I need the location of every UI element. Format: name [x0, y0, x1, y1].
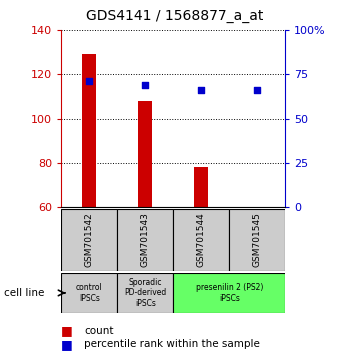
Text: ■: ■	[61, 325, 73, 337]
Text: GDS4141 / 1568877_a_at: GDS4141 / 1568877_a_at	[86, 9, 264, 23]
Text: GSM701544: GSM701544	[197, 212, 206, 267]
Text: Sporadic
PD-derived
iPSCs: Sporadic PD-derived iPSCs	[124, 278, 166, 308]
Point	[86, 79, 92, 84]
Point	[198, 87, 204, 93]
Bar	[229, 209, 285, 271]
Text: GSM701545: GSM701545	[253, 212, 262, 267]
Text: GSM701542: GSM701542	[85, 212, 94, 267]
Text: cell line: cell line	[4, 288, 44, 298]
Bar	[117, 273, 173, 313]
Bar	[173, 273, 285, 313]
Text: GSM701543: GSM701543	[141, 212, 150, 267]
Point	[254, 87, 260, 93]
Bar	[117, 209, 173, 271]
Text: presenilin 2 (PS2)
iPSCs: presenilin 2 (PS2) iPSCs	[196, 283, 263, 303]
Bar	[194, 167, 208, 207]
Bar	[173, 209, 229, 271]
Text: ■: ■	[61, 338, 73, 350]
Point	[142, 82, 148, 88]
Bar	[138, 101, 152, 207]
Text: control
IPSCs: control IPSCs	[76, 283, 103, 303]
Bar	[82, 55, 96, 207]
Text: count: count	[84, 326, 113, 336]
Text: percentile rank within the sample: percentile rank within the sample	[84, 339, 260, 349]
Bar	[61, 273, 117, 313]
Bar	[61, 209, 117, 271]
